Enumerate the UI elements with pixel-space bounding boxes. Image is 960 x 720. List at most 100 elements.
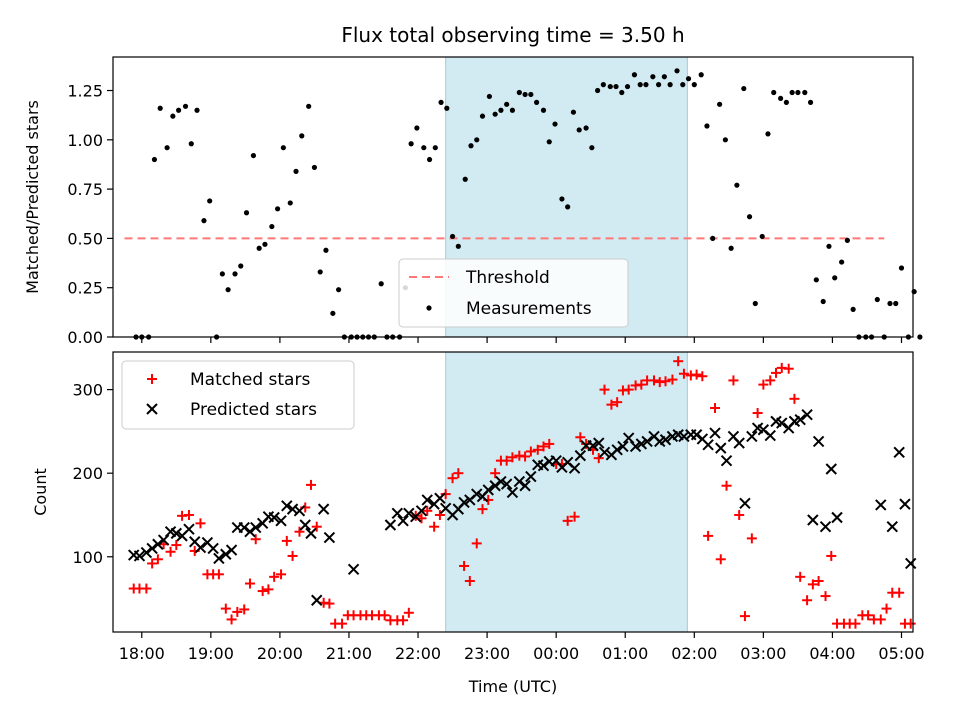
matched-star-point: [678, 368, 689, 379]
matched-star-point: [562, 515, 573, 526]
matched-star-point: [795, 571, 806, 582]
legend-plus-marker: [147, 374, 157, 384]
matched-star-point: [244, 578, 255, 589]
predicted-star-point: [140, 546, 153, 559]
predicted-star-point: [635, 438, 648, 450]
y-tick-label: 0.00: [67, 328, 103, 347]
predicted-star-point: [275, 515, 287, 527]
measurement-point: [667, 82, 673, 88]
matched-star-point: [213, 569, 224, 580]
matched-star-point: [471, 538, 482, 549]
bottom-plot-frame: [112, 351, 914, 633]
measurement-point: [280, 145, 286, 151]
predicted-star-point: [678, 430, 690, 443]
predicted-star-point: [574, 449, 587, 462]
matched-star-point: [575, 432, 586, 443]
measurement-point: [850, 306, 856, 312]
predicted-star-point: [899, 498, 911, 510]
measurement-point: [898, 265, 905, 271]
top-legend-box: [398, 258, 629, 328]
measurement-point: [462, 176, 468, 182]
matched-star-point: [752, 408, 763, 419]
measurement-point: [194, 107, 200, 113]
legend-matched-swatch: [147, 374, 157, 384]
measurement-point: [546, 139, 552, 145]
bottom-panel: 100 200 300 18:00 19:00 20:00 21:00 22:00 23:00…: [31, 351, 925, 696]
predicted-star-point: [397, 515, 409, 527]
predicted-star-point: [764, 429, 776, 442]
matched-star-point: [715, 554, 726, 565]
matched-star-point: [453, 468, 464, 479]
legend-measurements-swatch: [426, 305, 432, 311]
top-y-axis-label: Matched/Predicted stars: [23, 100, 42, 294]
predicted-star-point: [537, 459, 550, 472]
predicted-star-point: [513, 475, 526, 488]
predicted-star-point: [489, 480, 501, 492]
predicted-star-point: [384, 519, 397, 531]
measurement-point: [802, 89, 808, 96]
predicted-star-point: [317, 503, 330, 515]
predicted-star-point: [152, 538, 164, 550]
matched-star-point: [734, 509, 745, 520]
predicted-star-point: [268, 511, 280, 524]
predicted-star-point: [568, 462, 581, 474]
matched-star-point: [789, 393, 800, 404]
matched-star-point: [422, 505, 433, 516]
predicted-star-point: [709, 427, 721, 439]
predicted-star-point: [323, 531, 336, 544]
y-tick-label: 0.50: [67, 229, 103, 248]
measurement-point: [250, 152, 257, 159]
measurement-point: [844, 237, 850, 243]
top-plot-frame: [112, 56, 914, 338]
predicted-star-point: [715, 442, 727, 454]
predicted-star-point: [733, 437, 745, 449]
measurement-point: [176, 107, 182, 113]
measurement-point: [438, 99, 444, 105]
matched-star-point: [220, 603, 231, 614]
predicted-star-point: [421, 494, 433, 506]
predicted-star-point: [146, 542, 158, 555]
bottom-legend-box: [121, 360, 355, 430]
matched-star-point: [667, 374, 678, 385]
predicted-star-point: [801, 408, 813, 421]
measurement-point: [528, 91, 534, 98]
predicted-star-point: [225, 544, 238, 556]
matched-star-point: [232, 606, 243, 617]
measurement-point: [455, 243, 461, 249]
top-y-axis: 0.00 0.25 0.50 0.75 1.00 1.25: [67, 82, 113, 347]
top-x-axis: [141, 337, 903, 343]
predicted-star-point: [525, 470, 537, 483]
matched-star-point: [337, 618, 348, 629]
measurement-point: [323, 247, 329, 253]
measurement-point: [570, 109, 577, 115]
bottom-legend: Matched stars Predicted stars: [121, 360, 355, 430]
measurement-point: [444, 105, 450, 111]
matched-star-point: [691, 369, 702, 380]
predicted-star-point: [311, 594, 323, 606]
measurement-point: [164, 145, 170, 151]
predicted-star-point: [794, 413, 806, 426]
matched-star-point: [183, 509, 194, 520]
predicted-star-point: [825, 463, 837, 475]
measurement-point: [432, 145, 438, 151]
predicted-star-point: [220, 548, 232, 560]
predicted-star-point: [133, 550, 146, 562]
measurement-point: [650, 74, 656, 80]
legend-predicted-swatch: [146, 403, 158, 415]
measurement-point: [317, 269, 323, 275]
predicted-star-point: [819, 520, 832, 533]
measurement-point: [449, 233, 456, 240]
predicted-star-point: [506, 486, 519, 499]
measurement-point: [498, 107, 504, 113]
matched-star-point: [636, 379, 647, 390]
x-tick-label: 05:00: [878, 644, 924, 663]
measurement-point: [408, 141, 414, 147]
predicted-star-point: [403, 507, 415, 520]
measurement-point: [583, 125, 589, 131]
measurement-point: [600, 82, 606, 88]
measurement-point: [225, 287, 231, 293]
y-tick-label: 300: [72, 381, 103, 400]
chart-title: Flux total observing time = 3.50 h: [341, 23, 684, 47]
matched-star-point: [703, 530, 714, 541]
measurement-point: [468, 143, 474, 149]
